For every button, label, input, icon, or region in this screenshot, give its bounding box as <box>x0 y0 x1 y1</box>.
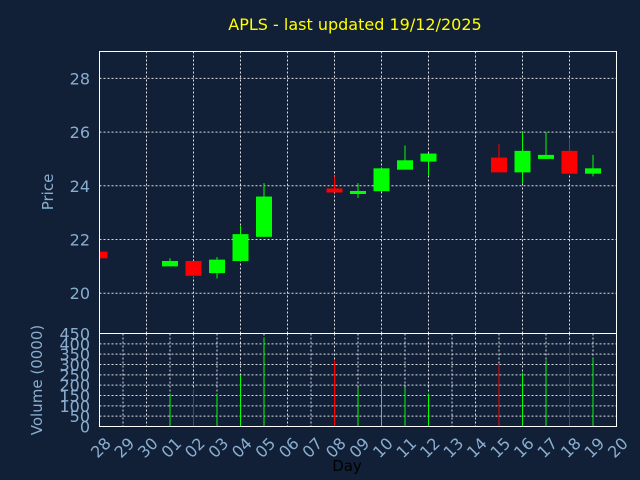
price-axis-label: Price <box>39 174 57 211</box>
candle-05 <box>256 183 272 237</box>
candle-body <box>232 234 249 261</box>
candle-body <box>162 260 178 267</box>
volume-tick-label: 350 <box>59 345 90 364</box>
candle-28 <box>99 250 108 259</box>
price-tick-label: 26 <box>70 123 90 142</box>
candle-17 <box>538 132 554 159</box>
price-tick-label: 28 <box>70 69 90 88</box>
candle-body <box>514 150 531 173</box>
volume-tick-label: 300 <box>59 356 90 375</box>
candle-body <box>256 196 272 237</box>
volume-tick-label: 250 <box>59 366 90 385</box>
candle-03 <box>209 256 225 279</box>
candle-04 <box>232 226 249 261</box>
candle-body <box>420 153 437 162</box>
candle-11 <box>397 145 413 170</box>
candle-19 <box>585 154 601 177</box>
candle-body <box>397 160 413 170</box>
candle-09 <box>350 183 366 198</box>
price-candles <box>99 132 601 279</box>
candle-body <box>491 157 507 173</box>
candle-body <box>373 168 390 192</box>
price-tick-label: 20 <box>70 284 90 303</box>
volume-tick-label: 0 <box>80 418 90 437</box>
volume-tick-label: 100 <box>59 397 90 416</box>
volume-panel-frame <box>99 333 617 427</box>
candle-15 <box>491 144 507 173</box>
price-tick-label: 24 <box>70 177 90 196</box>
candle-01 <box>162 258 178 267</box>
candle-02 <box>185 260 202 278</box>
volume-tick-label: 200 <box>59 376 90 395</box>
candle-10 <box>373 168 390 192</box>
candle-body <box>585 168 601 174</box>
candle-12 <box>420 153 437 176</box>
price-panel: 20 22 24 26 28 Price <box>39 51 617 334</box>
price-y-ticks: 20 22 24 26 28 <box>70 69 90 303</box>
candle-body <box>209 259 225 274</box>
volume-tick-label: 450 <box>59 325 90 344</box>
volume-tick-label: 150 <box>59 387 90 406</box>
volume-bars <box>169 337 594 427</box>
chart-title: APLS - last updated 19/12/2025 <box>228 15 481 34</box>
volume-tick-label: 50 <box>70 407 90 426</box>
candle-body <box>538 154 554 159</box>
x-tick-label: 20 <box>604 434 632 462</box>
candle-16 <box>514 132 531 184</box>
candle-body <box>561 150 578 174</box>
candle-body <box>326 188 343 193</box>
volume-axis-label: Volume (0000) <box>28 325 46 435</box>
x-axis-label: Day <box>332 457 362 475</box>
candle-body <box>99 251 108 259</box>
volume-tick-label: 400 <box>59 335 90 354</box>
candle-body <box>185 260 202 276</box>
candle-18 <box>561 137 578 174</box>
candle-08 <box>326 176 343 193</box>
candle-body <box>350 191 366 194</box>
price-tick-label: 22 <box>70 231 90 250</box>
